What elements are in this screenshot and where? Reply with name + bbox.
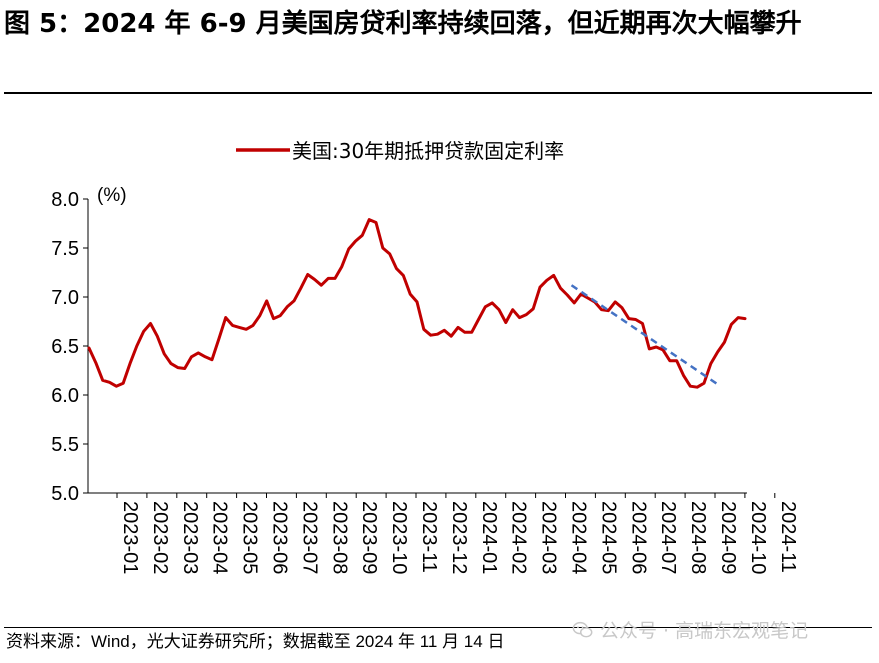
x-tick-label: 2024-06 (627, 501, 649, 574)
x-tick-label: 2023-11 (418, 501, 440, 573)
figure-title: 图 5：2024 年 6-9 月美国房贷利率持续回落，但近期再次大幅攀升 (4, 9, 802, 39)
x-tick-label: 2024-10 (747, 501, 769, 574)
title-underline (4, 92, 872, 94)
y-tick-label: 5.0 (51, 483, 79, 505)
x-tick-label: 2023-10 (388, 501, 410, 574)
x-tick-label: 2023-09 (358, 501, 380, 574)
footer-rule (4, 627, 872, 628)
x-tick-label: 2023-12 (448, 501, 470, 574)
watermark: 公众号 · 高瑞东宏观笔记 (572, 616, 808, 643)
y-tick-label: 8.0 (51, 189, 79, 211)
plot-area (87, 218, 747, 389)
x-tick-label: 2023-05 (239, 501, 261, 574)
x-tick-label: 2024-11 (777, 501, 799, 573)
x-tick-label: 2024-01 (478, 501, 500, 574)
x-tick-label: 2024-03 (538, 501, 560, 574)
x-tick-label: 2024-02 (508, 501, 530, 574)
watermark-text: 公众号 · 高瑞东宏观笔记 (600, 620, 809, 642)
x-tick-label: 2023-08 (328, 501, 350, 574)
mortgage-rate-chart: 美国:30年期抵押贷款固定利率 (%) 5.0 5.5 6.0 6.5 7.0 7.5 8.… (51, 139, 799, 574)
x-tick-label: 2024-08 (687, 501, 709, 574)
y-tick-label: 6.5 (51, 336, 79, 358)
x-tick-label: 2023-07 (298, 501, 320, 574)
source-note: 资料来源：Wind，光大证券研究所；数据截至 2024 年 11 月 14 日 (6, 632, 505, 651)
y-tick-label: 5.5 (51, 434, 79, 456)
x-tick-label: 2024-05 (597, 501, 619, 574)
x-tick-label: 2023-01 (119, 501, 141, 574)
y-tick-label: 6.0 (51, 385, 79, 407)
legend: 美国:30年期抵押贷款固定利率 (236, 139, 564, 163)
y-axis-unit: (%) (97, 185, 127, 206)
y-axis: 5.0 5.5 6.0 6.5 7.0 7.5 8.0 (51, 189, 89, 505)
y-tick-label: 7.0 (51, 287, 79, 309)
x-tick-label: 2023-04 (209, 501, 231, 574)
x-tick-label: 2023-03 (179, 501, 201, 574)
x-tick-label: 2023-02 (149, 501, 171, 574)
series-line (87, 218, 747, 389)
x-tick-label: 2024-04 (568, 501, 590, 574)
trend-dashed-line (570, 284, 720, 387)
x-axis: 2023-01 2023-02 2023-03 2023-04 2023-05 2023-… (88, 492, 799, 574)
wechat-icon (572, 621, 593, 637)
x-tick-label: 2024-09 (717, 501, 739, 574)
legend-label: 美国:30年期抵押贷款固定利率 (292, 139, 564, 163)
x-tick-label: 2024-07 (657, 501, 679, 574)
y-tick-label: 7.5 (51, 238, 79, 260)
x-tick-label: 2023-06 (269, 501, 291, 574)
